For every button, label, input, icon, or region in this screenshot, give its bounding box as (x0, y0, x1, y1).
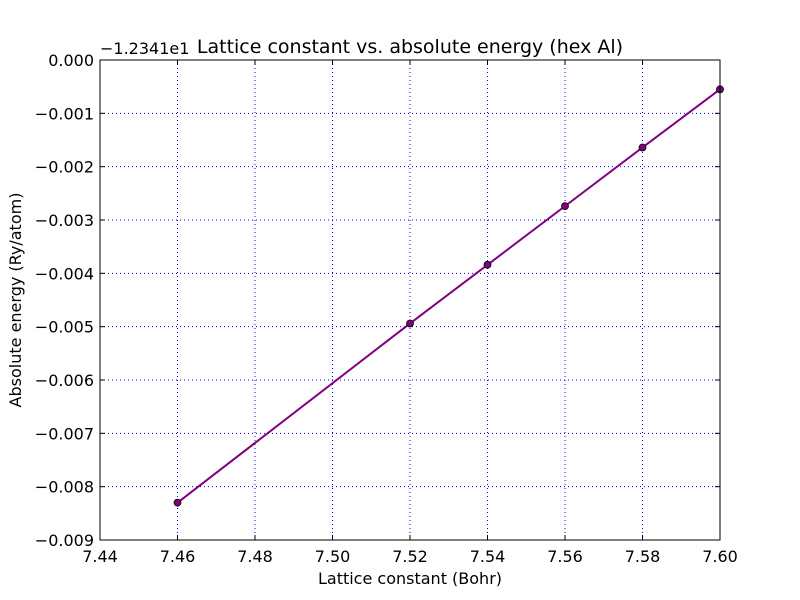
data-point (561, 202, 569, 211)
x-tick-label: 7.56 (547, 547, 583, 566)
y-tick-label: −0.005 (35, 318, 94, 337)
y-tick-label: −0.004 (35, 264, 94, 283)
y-tick-label: −0.007 (35, 424, 94, 443)
series-line (176, 88, 721, 504)
y-offset-label: −1.2341e1 (100, 39, 189, 58)
series-layer (173, 85, 724, 507)
y-tick-label: −0.003 (35, 211, 94, 230)
x-tick-label: 7.44 (82, 547, 118, 566)
x-tick-label: 7.54 (470, 547, 506, 566)
y-tick-label: 0.000 (48, 51, 94, 70)
data-point (173, 498, 182, 507)
data-point (638, 143, 647, 152)
y-axis-label: Absolute energy (Ry/atom) (6, 193, 25, 408)
chart-title: Lattice constant vs. absolute energy (he… (197, 36, 623, 58)
x-tick-label: 7.46 (160, 547, 196, 566)
x-tick-label: 7.60 (702, 547, 738, 566)
x-tick-label: 7.58 (625, 547, 661, 566)
ticks: 7.44 7.46 7.48 7.50 7.52 7.54 7.56 7.58 7.60 −0.0… (35, 51, 738, 566)
x-axis-label: Lattice constant (Bohr) (318, 569, 502, 588)
x-tick-label: 7.48 (237, 547, 273, 566)
y-tick-label: −0.008 (35, 478, 94, 497)
x-tick-label: 7.52 (392, 547, 428, 566)
y-tick-label: −0.009 (35, 531, 94, 550)
data-point (406, 319, 414, 328)
x-tick-label: 7.50 (315, 547, 351, 566)
data-point (483, 260, 492, 269)
y-tick-label: −0.002 (35, 158, 94, 177)
y-tick-label: −0.006 (35, 371, 94, 390)
y-tick-label: −0.001 (35, 104, 94, 123)
